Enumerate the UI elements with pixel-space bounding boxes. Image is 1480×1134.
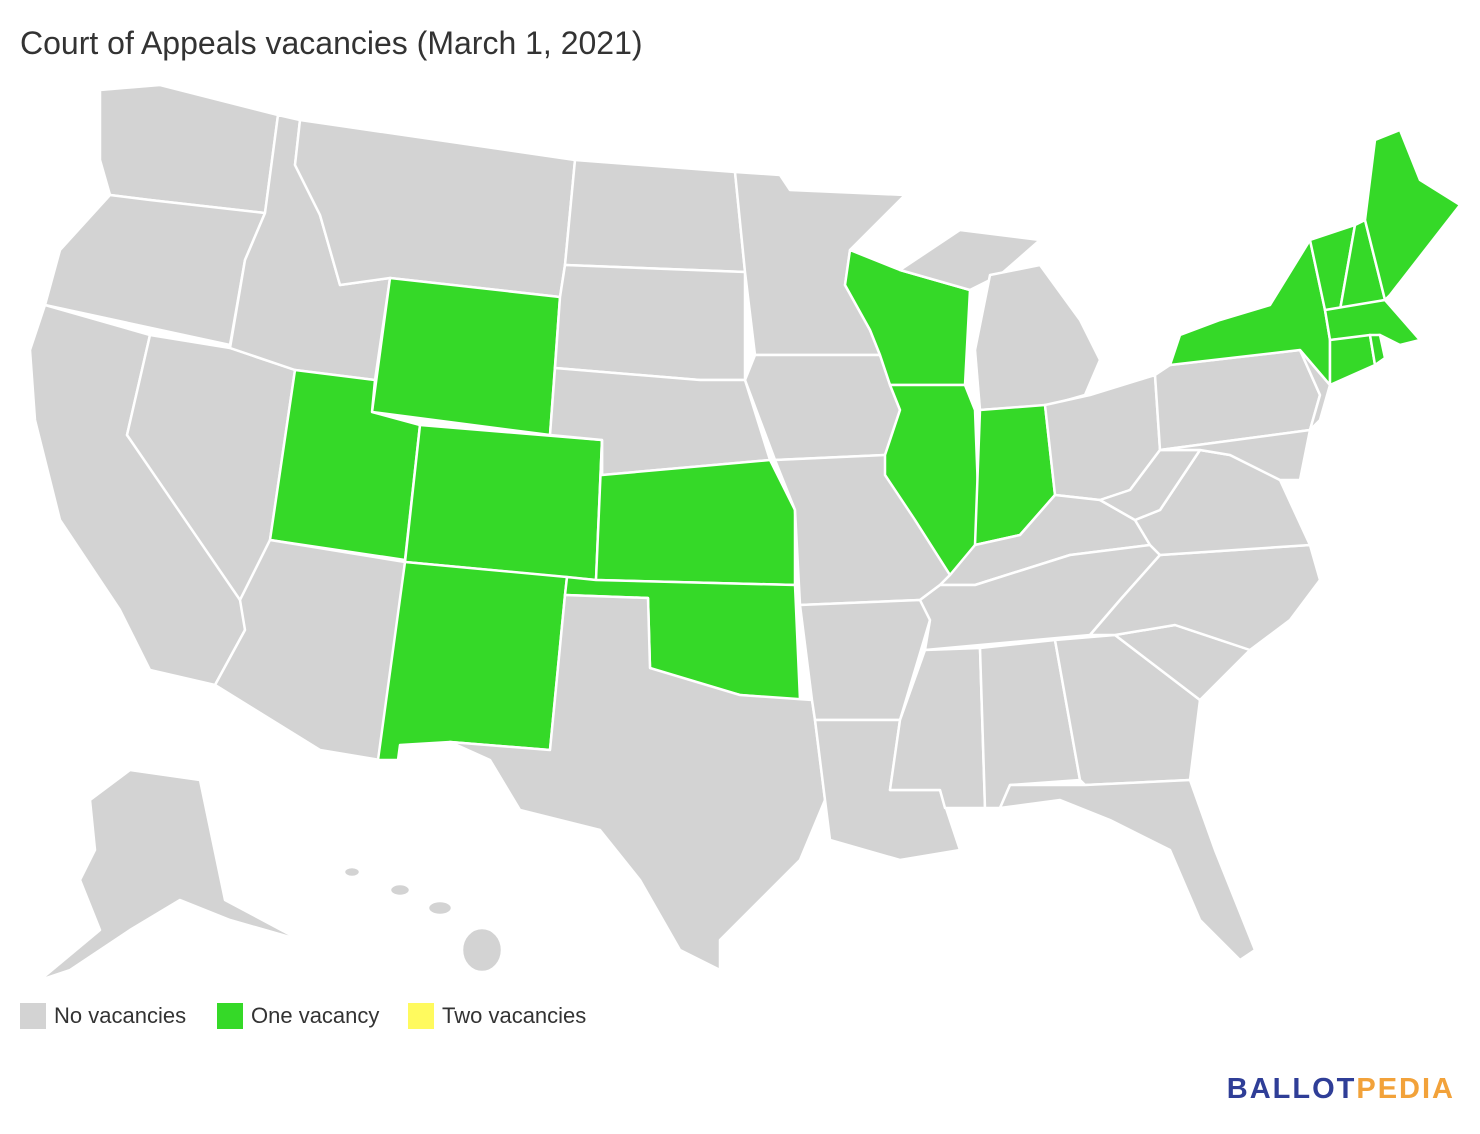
- logo-part: BALLOT: [1227, 1073, 1357, 1105]
- map-title: Court of Appeals vacancies (March 1, 202…: [20, 25, 643, 61]
- state: [460, 926, 504, 974]
- state: [1088, 543, 1322, 652]
- state: [403, 423, 604, 582]
- state: [1328, 333, 1377, 387]
- legend-label: Two vacancies: [442, 1003, 586, 1028]
- state: [426, 899, 454, 917]
- state: [370, 276, 562, 437]
- state: [553, 263, 747, 382]
- state: [98, 83, 280, 215]
- legend-label: One vacancy: [251, 1003, 379, 1028]
- state: [448, 593, 827, 972]
- state: [1363, 128, 1462, 302]
- state: [563, 158, 747, 274]
- state: [743, 353, 902, 462]
- legend-label: No vacancies: [54, 1003, 186, 1028]
- logo: BALLOTPEDIA: [1227, 1073, 1455, 1105]
- state: [998, 778, 1257, 962]
- us-map: [28, 83, 1462, 982]
- state: [293, 118, 577, 299]
- state: [376, 560, 569, 762]
- state: [388, 882, 412, 898]
- state: [342, 865, 362, 879]
- legend-swatch: [20, 1003, 46, 1029]
- logo-part: PEDIA: [1356, 1073, 1455, 1105]
- state: [38, 768, 302, 982]
- legend-swatch: [408, 1003, 434, 1029]
- state: [883, 383, 982, 577]
- legend: No vacancies One vacancy Two vacancies: [20, 1003, 586, 1029]
- state: [973, 263, 1102, 412]
- state: [898, 228, 1042, 292]
- state: [1368, 333, 1387, 367]
- legend-swatch: [217, 1003, 243, 1029]
